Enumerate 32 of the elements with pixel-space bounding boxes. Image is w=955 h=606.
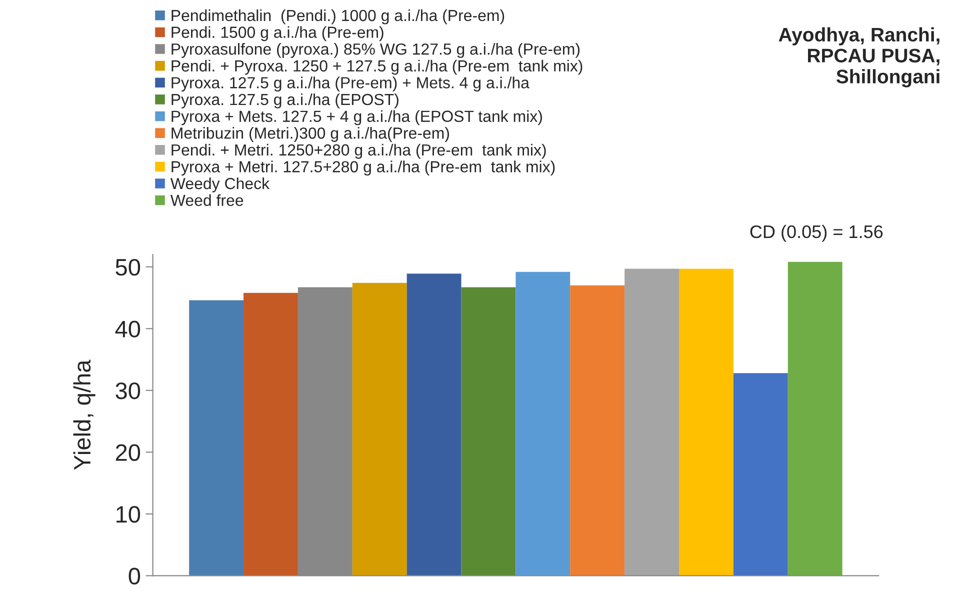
legend-label: Pyroxasulfone (pyroxa.) 85% WG 127.5 g a.i./ha (Pre-em) bbox=[172, 43, 580, 58]
y-tick-label: 0 bbox=[128, 568, 140, 584]
bar bbox=[516, 272, 570, 576]
legend-label: Pyroxa. 127.5 g a.i./ha (Pre-em) + Mets. 4 g a.i./ha bbox=[172, 76, 530, 92]
legend-label: Pendimethalin (Pendi.) 1000 g a.i./ha (Pre-em) bbox=[172, 9, 504, 24]
legend-label: Metribuzin (Metri.)300 g a.i./ha(Pre-em) bbox=[172, 127, 449, 142]
bar bbox=[461, 287, 516, 576]
legend-label: Pyroxa. 127.5 g a.i./ha (EPOST) bbox=[172, 93, 398, 108]
text: Ayodhya, Ranchi, RPCAU PUSA, Shillongani bbox=[778, 27, 940, 88]
y-tick-label: 30 bbox=[116, 382, 140, 400]
y-tick-label: 10 bbox=[116, 506, 140, 523]
legend-label: Pyroxa + Metri. 127.5+280 g a.i./ha (Pre-em tank mix) bbox=[172, 160, 555, 176]
bar bbox=[406, 274, 462, 576]
bar bbox=[244, 292, 298, 576]
bar bbox=[352, 282, 407, 576]
y-tick-label: 20 bbox=[116, 444, 140, 461]
bar bbox=[189, 300, 244, 576]
legend-label: Pyroxa + Mets. 127.5 + 4 g a.i./ha (EPOST tank mix) bbox=[172, 110, 542, 126]
legend-label: Pendi. + Metri. 1250+280 g a.i./ha (Pre-em tank mix) bbox=[172, 144, 546, 159]
y-tick-label: 50 bbox=[116, 258, 140, 276]
legend-label: Weedy Check bbox=[170, 177, 270, 192]
legend-label: Weed free bbox=[170, 194, 244, 206]
bar bbox=[788, 262, 842, 576]
text: CD (0.05) = 1.56 bbox=[750, 224, 883, 242]
y-tick-label: 40 bbox=[115, 320, 140, 338]
y-axis-title: Yield, q/ha bbox=[73, 360, 96, 470]
bar bbox=[570, 285, 625, 576]
legend-label: Pendi. + Pyroxa. 1250 + 127.5 g a.i./ha (Pre-em tank mix) bbox=[172, 60, 582, 75]
bar bbox=[733, 373, 788, 576]
legend-label: Pendi. 1500 g a.i./ha (Pre-em) bbox=[172, 26, 384, 42]
bar bbox=[624, 268, 680, 576]
bar bbox=[679, 268, 734, 576]
